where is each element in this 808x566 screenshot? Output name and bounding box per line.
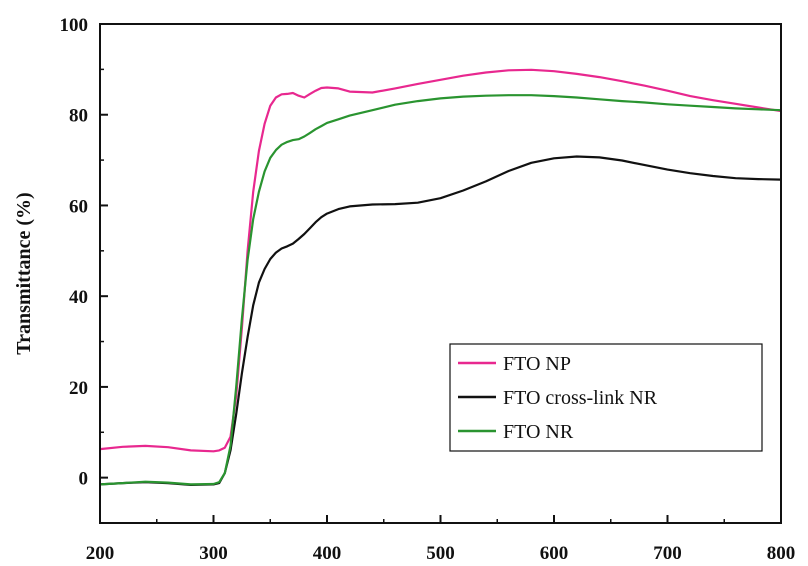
x-tick-label: 200 — [86, 543, 115, 564]
series-line-3 — [99, 94, 782, 486]
y-tick-label: 0 — [79, 469, 89, 490]
x-tick-label: 700 — [653, 543, 682, 564]
legend-label: FTO NP — [503, 353, 571, 375]
y-tick-label: 80 — [69, 106, 88, 127]
y-tick-label: 40 — [69, 287, 88, 308]
legend-label: FTO NR — [503, 421, 574, 443]
y-tick-label: 100 — [60, 15, 89, 36]
x-tick-label: 600 — [540, 543, 569, 564]
y-tick-label: 20 — [69, 378, 88, 399]
y-axis-title: Transmittance (%) — [13, 192, 35, 354]
series-line-1 — [99, 68, 782, 453]
legend: FTO NP FTO cross-link NR FTO NR — [449, 343, 763, 452]
x-tick-label: 500 — [426, 543, 455, 564]
y-tick-label: 60 — [69, 196, 88, 217]
legend-label: FTO cross-link NR — [503, 387, 658, 409]
x-tick-label: 800 — [767, 543, 796, 564]
ticks-layer: 200 300 400 500 600 700 800 0 20 40 60 80 100 — [60, 15, 796, 564]
x-tick-label: 400 — [313, 543, 342, 564]
series-layer — [99, 68, 782, 486]
x-tick-label: 300 — [199, 543, 228, 564]
legend-box — [449, 343, 763, 452]
